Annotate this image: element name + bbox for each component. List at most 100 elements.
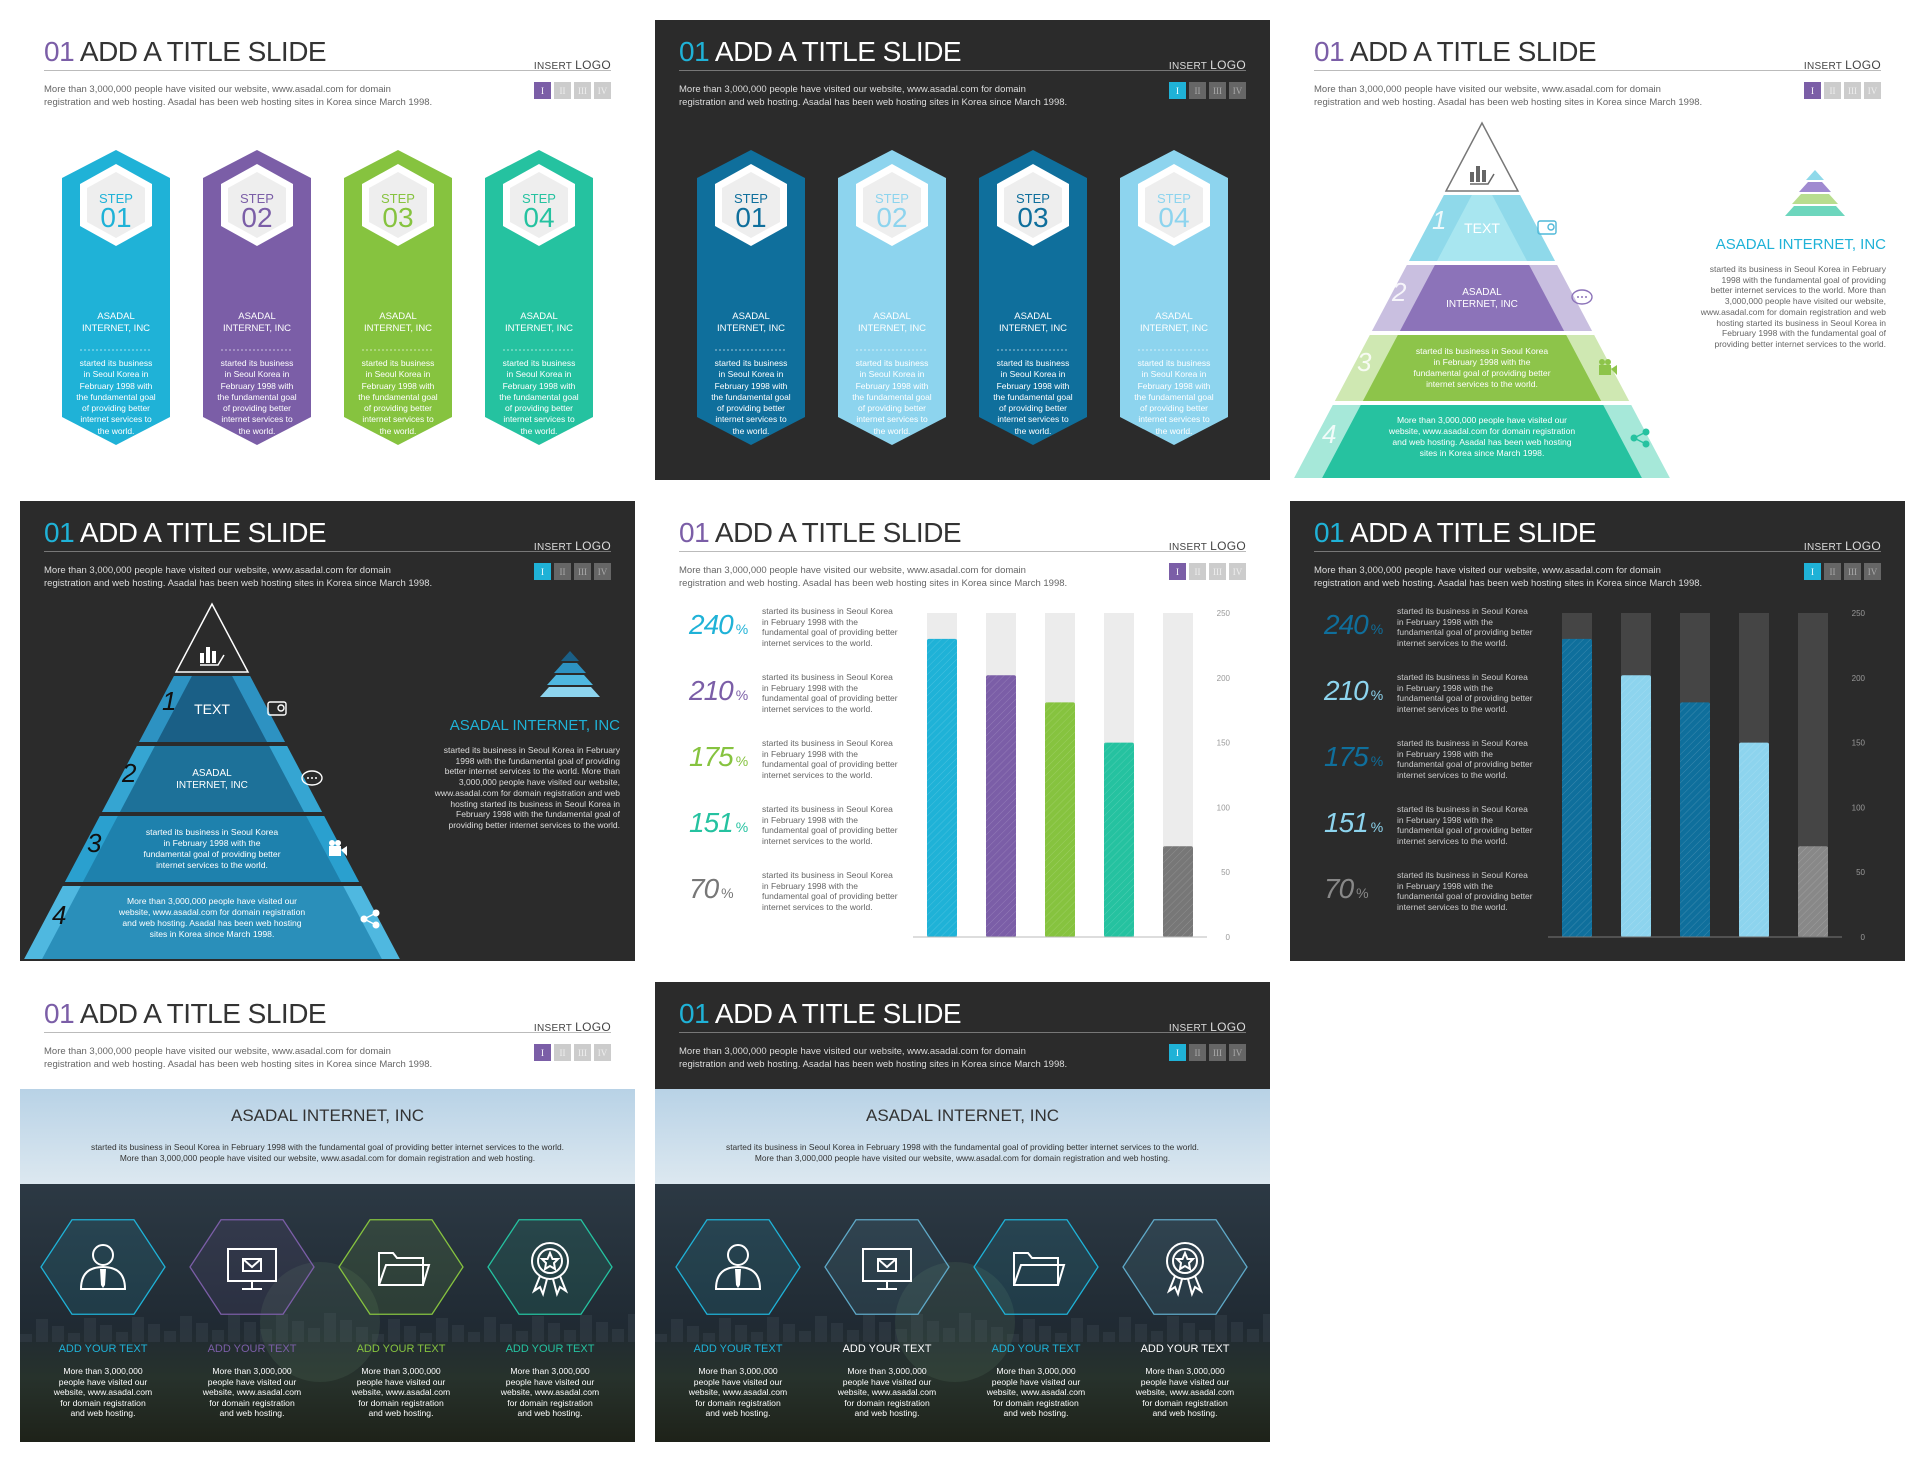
y-tick-label: 0 bbox=[1226, 933, 1231, 942]
section-tab-2[interactable]: II bbox=[1189, 1044, 1206, 1061]
section-tab-3[interactable]: III bbox=[1209, 1044, 1226, 1061]
section-tab-1[interactable]: I bbox=[1804, 82, 1821, 99]
slide-pyramid-dark[interactable]: 01 ADD A TITLE SLIDE INSERT LOGO More th… bbox=[20, 501, 635, 961]
step-company: ASADAL INTERNET, INC bbox=[363, 311, 433, 334]
section-tab-4[interactable]: IV bbox=[1229, 563, 1246, 580]
item-label: ADD YOUR TEXT bbox=[505, 1343, 595, 1355]
section-tabs[interactable]: I II III IV bbox=[1169, 82, 1246, 99]
y-tick-label: 150 bbox=[1217, 739, 1231, 748]
section-tab-4[interactable]: IV bbox=[594, 1044, 611, 1061]
slide-title: 01 ADD A TITLE SLIDE bbox=[1314, 36, 1597, 67]
section-tabs[interactable]: I II III IV bbox=[534, 1044, 611, 1061]
section-tabs[interactable]: I II III IV bbox=[1169, 563, 1246, 580]
section-tab-4[interactable]: IV bbox=[1864, 563, 1881, 580]
pyramid-level-1-text: TEXT bbox=[1464, 220, 1500, 236]
step-label: STEP bbox=[99, 191, 133, 206]
banner-text: started its business in Seoul Korea in F… bbox=[726, 1142, 1199, 1163]
section-tab-4[interactable]: IV bbox=[1864, 82, 1881, 99]
banner-graphic bbox=[655, 1089, 1270, 1442]
y-tick-label: 150 bbox=[1852, 739, 1866, 748]
section-tabs[interactable]: I II III IV bbox=[534, 82, 611, 99]
slide-header: 01 ADD A TITLE SLIDE INSERT LOGO More th… bbox=[1314, 36, 1881, 108]
section-tabs[interactable]: I II III IV bbox=[1804, 82, 1881, 99]
pyramid-graphic bbox=[1294, 121, 1845, 478]
wallet-icon bbox=[1537, 220, 1557, 235]
percent-label: 151% bbox=[689, 807, 749, 838]
step-hex-inner-1 bbox=[722, 172, 780, 238]
slide-steps-light[interactable]: 01 ADD A TITLE SLIDE INSERT LOGO More th… bbox=[20, 20, 635, 480]
section-tab-3[interactable]: III bbox=[574, 1044, 591, 1061]
section-tabs[interactable]: I II III IV bbox=[1804, 563, 1881, 580]
banner-dark-band bbox=[655, 1184, 1270, 1442]
y-tick-label: 250 bbox=[1217, 609, 1231, 618]
section-tabs[interactable]: I II III IV bbox=[534, 563, 611, 580]
section-tab-4[interactable]: IV bbox=[1229, 1044, 1246, 1061]
percent-label: 175% bbox=[689, 741, 749, 772]
section-tab-1[interactable]: I bbox=[534, 563, 551, 580]
step-hex-inner-2 bbox=[228, 172, 286, 238]
award-icon bbox=[1166, 1242, 1204, 1298]
title-rule bbox=[44, 1032, 611, 1033]
mini-pyramid-tier-3 bbox=[1792, 194, 1838, 204]
section-tab-3[interactable]: III bbox=[1209, 563, 1226, 580]
step-hex-inner-3 bbox=[1004, 172, 1062, 238]
pyramid-level-number-2: 2 bbox=[1392, 277, 1407, 307]
section-tabs[interactable]: I II III IV bbox=[1169, 1044, 1246, 1061]
section-tab-2[interactable]: II bbox=[1189, 82, 1206, 99]
city-skyline bbox=[20, 1313, 635, 1342]
title-rule bbox=[1314, 551, 1881, 552]
section-tab-2[interactable]: II bbox=[1189, 563, 1206, 580]
section-tab-1[interactable]: I bbox=[1169, 1044, 1186, 1061]
section-tab-2[interactable]: II bbox=[1824, 563, 1841, 580]
section-tab-2[interactable]: II bbox=[1824, 82, 1841, 99]
wallet-icon bbox=[267, 701, 287, 716]
step-hex-inner-4 bbox=[1145, 172, 1203, 238]
section-tab-4[interactable]: IV bbox=[1229, 82, 1246, 99]
slide-chart-dark[interactable]: 01 ADD A TITLE SLIDE INSERT LOGO More th… bbox=[1290, 501, 1905, 961]
y-tick-label: 100 bbox=[1217, 803, 1231, 812]
slide-header: 01 ADD A TITLE SLIDE INSERT LOGO More th… bbox=[679, 36, 1246, 108]
item-description: More than 3,000,000 people have visited o… bbox=[837, 1366, 937, 1419]
section-tab-1[interactable]: I bbox=[534, 82, 551, 99]
section-tab-2[interactable]: II bbox=[554, 563, 571, 580]
slide-pyramid-light[interactable]: 01 ADD A TITLE SLIDE INSERT LOGO More th… bbox=[1290, 20, 1905, 480]
step-description: started its business in Seoul Korea in Feb… bbox=[711, 358, 791, 436]
section-tab-3[interactable]: III bbox=[574, 82, 591, 99]
insert-logo: INSERT LOGO bbox=[1168, 1020, 1246, 1034]
section-tab-3[interactable]: III bbox=[574, 563, 591, 580]
slide-banner-dark[interactable]: 01 ADD A TITLE SLIDE INSERT LOGO More th… bbox=[655, 982, 1270, 1442]
section-tab-1[interactable]: I bbox=[1169, 563, 1186, 580]
section-tab-3[interactable]: III bbox=[1209, 82, 1226, 99]
bar-hatch-2 bbox=[1621, 675, 1651, 937]
section-tab-4[interactable]: IV bbox=[594, 82, 611, 99]
slide-title: 01 ADD A TITLE SLIDE bbox=[44, 517, 327, 548]
section-tab-3[interactable]: III bbox=[1844, 563, 1861, 580]
share-icon bbox=[360, 909, 380, 929]
section-tab-2[interactable]: II bbox=[554, 82, 571, 99]
pyramid-cap bbox=[1444, 121, 1520, 192]
section-tab-1[interactable]: I bbox=[1804, 563, 1821, 580]
item-label: ADD YOUR TEXT bbox=[991, 1343, 1081, 1355]
slide-banner-light[interactable]: 01 ADD A TITLE SLIDE INSERT LOGO More th… bbox=[20, 982, 635, 1442]
slide-chart-light[interactable]: 01 ADD A TITLE SLIDE INSERT LOGO More th… bbox=[655, 501, 1270, 961]
bar-hatch-5 bbox=[1163, 846, 1193, 937]
section-tab-1[interactable]: I bbox=[534, 1044, 551, 1061]
slide-steps-dark[interactable]: 01 ADD A TITLE SLIDE INSERT LOGO More th… bbox=[655, 20, 1270, 480]
item-label: ADD YOUR TEXT bbox=[58, 1343, 148, 1355]
side-title: ASADAL INTERNET, INC bbox=[449, 717, 620, 734]
section-tab-4[interactable]: IV bbox=[594, 563, 611, 580]
banner-graphic bbox=[20, 1089, 635, 1442]
percent-description: started its business in Seoul Korea in Fe… bbox=[762, 738, 898, 780]
section-tab-2[interactable]: II bbox=[554, 1044, 571, 1061]
slide-subtitle: More than 3,000,000 people have visited … bbox=[44, 565, 433, 589]
step-hex-inner-3 bbox=[369, 172, 427, 238]
step-number: 04 bbox=[523, 202, 555, 233]
item-label: ADD YOUR TEXT bbox=[356, 1343, 446, 1355]
pyramid-tier-band-2 bbox=[119, 746, 305, 812]
section-tab-3[interactable]: III bbox=[1844, 82, 1861, 99]
mini-pyramid-tier-2 bbox=[1799, 182, 1831, 192]
item-description: More than 3,000,000 people have visited o… bbox=[688, 1366, 788, 1419]
section-tab-1[interactable]: I bbox=[1169, 82, 1186, 99]
percent-description: started its business in Seoul Korea in Fe… bbox=[762, 870, 898, 912]
banner-sky bbox=[20, 1089, 635, 1184]
